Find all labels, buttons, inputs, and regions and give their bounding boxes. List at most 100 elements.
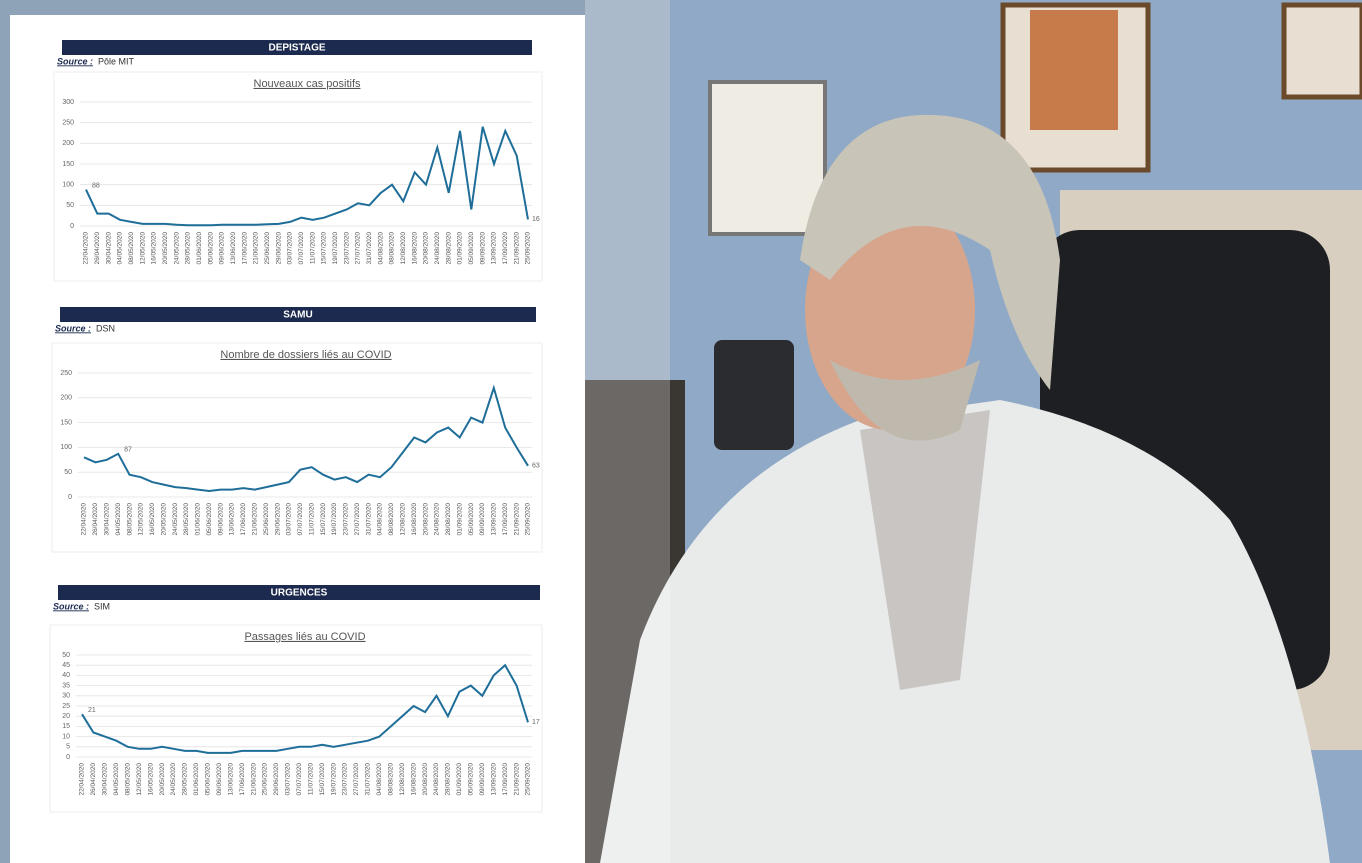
x-tick-label: 16/08/2020 xyxy=(411,503,418,536)
chart-title: Nouveaux cas positifs xyxy=(254,78,361,90)
x-tick-label: 25/06/2020 xyxy=(262,763,269,796)
x-tick-label: 16/05/2020 xyxy=(151,232,158,265)
x-tick-label: 04/08/2020 xyxy=(377,232,384,265)
x-tick-label: 25/06/2020 xyxy=(264,232,271,265)
x-tick-label: 09/09/2020 xyxy=(479,232,486,265)
x-tick-label: 29/06/2020 xyxy=(274,503,281,536)
x-tick-label: 05/06/2020 xyxy=(207,232,214,265)
x-tick-label: 04/05/2020 xyxy=(117,232,124,265)
y-tick-label: 300 xyxy=(62,99,74,106)
x-tick-label: 21/06/2020 xyxy=(250,763,257,796)
y-tick-label: 100 xyxy=(62,182,74,189)
y-tick-label: 10 xyxy=(62,733,70,740)
data-label: 21 xyxy=(88,707,96,714)
x-tick-label: 29/06/2020 xyxy=(275,232,282,265)
x-tick-label: 09/09/2020 xyxy=(479,763,486,796)
y-tick-label: 200 xyxy=(60,395,72,402)
beard xyxy=(830,360,980,441)
x-tick-label: 08/08/2020 xyxy=(389,232,396,265)
x-tick-label: 25/09/2020 xyxy=(525,232,532,265)
x-tick-label: 20/08/2020 xyxy=(422,503,429,536)
section-header xyxy=(60,307,536,322)
chart-frame xyxy=(53,71,543,282)
x-tick-label: 22/04/2020 xyxy=(79,763,86,796)
x-tick-label: 27/07/2020 xyxy=(354,503,361,536)
x-tick-label: 31/07/2020 xyxy=(366,232,373,265)
x-tick-label: 21/09/2020 xyxy=(513,503,520,536)
x-tick-label: 28/05/2020 xyxy=(182,763,189,796)
x-tick-label: 31/07/2020 xyxy=(365,763,372,796)
x-tick-label: 23/07/2020 xyxy=(343,232,350,265)
x-tick-label: 24/08/2020 xyxy=(433,763,440,796)
x-tick-label: 08/05/2020 xyxy=(128,232,135,265)
x-tick-label: 26/04/2020 xyxy=(94,232,101,265)
x-tick-label: 13/09/2020 xyxy=(491,232,498,265)
frame xyxy=(1281,2,1362,100)
y-tick-label: 0 xyxy=(68,494,72,501)
x-tick-label: 11/07/2020 xyxy=(307,763,314,795)
painting xyxy=(1030,10,1118,130)
x-tick-label: 13/06/2020 xyxy=(230,232,237,265)
y-tick-label: 250 xyxy=(60,370,72,377)
x-tick-label: 01/09/2020 xyxy=(457,232,464,265)
x-tick-label: 13/06/2020 xyxy=(227,763,234,796)
section-title: URGENCES xyxy=(271,588,328,599)
x-tick-label: 24/08/2020 xyxy=(434,232,441,265)
x-tick-label: 12/08/2020 xyxy=(400,232,407,265)
x-tick-label: 05/09/2020 xyxy=(468,503,475,536)
x-tick-label: 08/05/2020 xyxy=(124,763,131,796)
x-tick-label: 05/09/2020 xyxy=(468,232,475,265)
x-tick-label: 28/08/2020 xyxy=(445,763,452,796)
x-tick-label: 25/09/2020 xyxy=(525,503,532,536)
y-tick-label: 50 xyxy=(66,202,74,209)
x-tick-label: 17/06/2020 xyxy=(240,503,247,536)
x-tick-label: 24/05/2020 xyxy=(173,232,180,265)
y-tick-label: 20 xyxy=(62,713,70,720)
x-tick-label: 17/06/2020 xyxy=(239,763,246,796)
x-tick-label: 31/07/2020 xyxy=(365,503,372,536)
x-tick-label: 21/06/2020 xyxy=(251,503,258,536)
x-tick-label: 12/08/2020 xyxy=(399,763,406,796)
x-tick-label: 16/08/2020 xyxy=(411,232,418,265)
data-line xyxy=(85,126,529,227)
x-tick-label: 05/06/2020 xyxy=(206,503,213,536)
x-tick-label: 12/08/2020 xyxy=(399,503,406,536)
x-tick-label: 13/09/2020 xyxy=(491,503,498,536)
x-tick-label: 26/04/2020 xyxy=(92,503,99,536)
x-tick-label: 13/09/2020 xyxy=(490,763,497,796)
x-tick-label: 03/07/2020 xyxy=(285,763,292,796)
chart-frame xyxy=(49,624,543,813)
y-tick-label: 0 xyxy=(70,223,74,230)
x-tick-label: 28/05/2020 xyxy=(185,232,192,265)
x-tick-label: 05/06/2020 xyxy=(205,763,212,796)
x-tick-label: 19/07/2020 xyxy=(331,503,338,536)
y-tick-label: 25 xyxy=(62,703,70,710)
y-tick-label: 150 xyxy=(60,419,72,426)
data-line xyxy=(81,663,529,754)
x-tick-label: 28/05/2020 xyxy=(183,503,190,536)
y-tick-label: 35 xyxy=(62,682,70,689)
x-tick-label: 24/05/2020 xyxy=(172,503,179,536)
y-tick-label: 150 xyxy=(62,161,74,168)
chart-frame xyxy=(51,342,543,553)
x-tick-label: 11/07/2020 xyxy=(309,232,316,264)
x-tick-label: 01/06/2020 xyxy=(195,503,202,536)
x-tick-label: 07/07/2020 xyxy=(297,503,304,536)
section-title: DEPISTAGE xyxy=(268,43,325,54)
x-tick-label: 04/08/2020 xyxy=(377,503,384,536)
data-label: 63 xyxy=(532,463,540,470)
x-tick-label: 16/08/2020 xyxy=(410,763,417,796)
x-tick-label: 17/09/2020 xyxy=(502,232,509,265)
x-tick-label: 05/09/2020 xyxy=(468,763,475,796)
data-label: 16 xyxy=(532,216,540,223)
x-tick-label: 30/04/2020 xyxy=(102,763,109,796)
x-tick-label: 21/09/2020 xyxy=(513,763,520,796)
source-label: Source : xyxy=(53,601,89,611)
x-tick-label: 20/08/2020 xyxy=(422,763,429,796)
x-tick-label: 23/07/2020 xyxy=(342,763,349,796)
x-tick-label: 01/06/2020 xyxy=(196,232,203,265)
x-tick-label: 09/06/2020 xyxy=(216,763,223,796)
x-tick-label: 01/09/2020 xyxy=(456,503,463,536)
x-tick-label: 08/08/2020 xyxy=(388,503,395,536)
